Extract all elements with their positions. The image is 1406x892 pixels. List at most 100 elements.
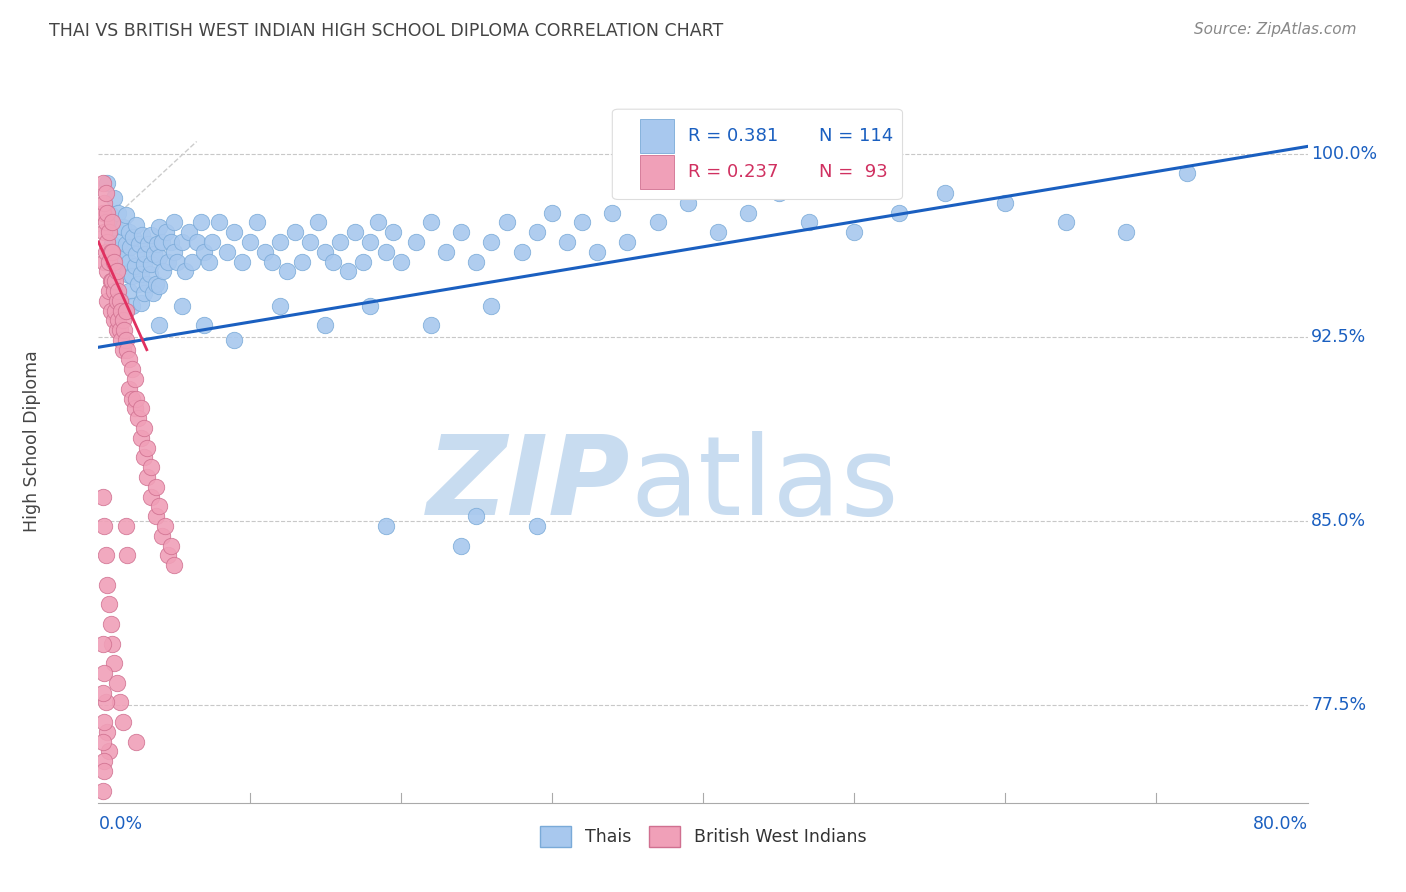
Point bbox=[101, 237, 124, 252]
Point bbox=[132, 257, 155, 271]
Point bbox=[94, 549, 117, 563]
Point bbox=[269, 235, 291, 249]
Point bbox=[91, 205, 114, 219]
Point bbox=[100, 303, 122, 318]
Point bbox=[91, 685, 114, 699]
Point bbox=[145, 277, 167, 291]
Point bbox=[647, 215, 669, 229]
Point bbox=[105, 264, 128, 278]
Point bbox=[148, 500, 170, 514]
Point bbox=[155, 225, 177, 239]
Point bbox=[108, 235, 131, 249]
Point bbox=[153, 519, 176, 533]
Point bbox=[156, 549, 179, 563]
Point bbox=[98, 284, 121, 298]
Point bbox=[115, 267, 138, 281]
Point bbox=[262, 254, 284, 268]
Point bbox=[105, 675, 128, 690]
Point bbox=[510, 244, 533, 259]
Point bbox=[224, 333, 246, 347]
Point bbox=[139, 267, 162, 281]
Point bbox=[329, 235, 352, 249]
Point bbox=[125, 247, 148, 261]
Point bbox=[91, 783, 114, 797]
Text: High School Diploma: High School Diploma bbox=[22, 351, 41, 533]
Point bbox=[141, 460, 163, 475]
Point bbox=[96, 264, 118, 278]
Point bbox=[121, 269, 143, 284]
Point bbox=[115, 343, 138, 357]
Point bbox=[526, 519, 548, 533]
Point bbox=[170, 299, 193, 313]
Point bbox=[107, 205, 129, 219]
Point bbox=[450, 539, 472, 553]
Point bbox=[434, 244, 457, 259]
Point bbox=[208, 215, 231, 229]
Point bbox=[93, 195, 115, 210]
Point bbox=[135, 470, 157, 484]
Point bbox=[586, 244, 609, 259]
Point bbox=[374, 244, 396, 259]
Point bbox=[276, 264, 298, 278]
Point bbox=[91, 637, 114, 651]
Point bbox=[94, 695, 117, 709]
Point bbox=[101, 274, 124, 288]
Point bbox=[118, 382, 141, 396]
Point bbox=[118, 352, 141, 367]
Point bbox=[676, 195, 699, 210]
Point bbox=[314, 244, 336, 259]
Text: 92.5%: 92.5% bbox=[1312, 328, 1367, 346]
Point bbox=[166, 254, 188, 268]
Legend: Thais, British West Indians: Thais, British West Indians bbox=[531, 817, 875, 855]
Point bbox=[481, 299, 503, 313]
Point bbox=[367, 215, 389, 229]
Point bbox=[107, 284, 129, 298]
Point bbox=[360, 235, 382, 249]
Point bbox=[108, 293, 131, 308]
Point bbox=[344, 225, 367, 239]
Text: atlas: atlas bbox=[630, 432, 898, 539]
Point bbox=[135, 277, 157, 291]
Point bbox=[253, 244, 276, 259]
Point bbox=[91, 176, 114, 190]
Point bbox=[105, 293, 128, 308]
Point bbox=[284, 225, 307, 239]
Point bbox=[352, 254, 374, 268]
Point bbox=[134, 247, 156, 261]
Point bbox=[707, 225, 730, 239]
Point bbox=[94, 244, 117, 259]
Point bbox=[114, 208, 136, 222]
Point bbox=[104, 303, 127, 318]
Point bbox=[197, 254, 219, 268]
Point bbox=[96, 578, 118, 592]
Point bbox=[131, 227, 153, 242]
Text: N =  93: N = 93 bbox=[820, 163, 887, 181]
Point bbox=[148, 279, 170, 293]
Point bbox=[118, 284, 141, 298]
Point bbox=[1054, 215, 1077, 229]
Text: Source: ZipAtlas.com: Source: ZipAtlas.com bbox=[1194, 22, 1357, 37]
Point bbox=[98, 225, 121, 239]
Point bbox=[156, 254, 179, 268]
Point bbox=[110, 303, 132, 318]
Point bbox=[994, 195, 1017, 210]
Point bbox=[111, 714, 134, 729]
Point bbox=[129, 401, 152, 416]
Text: ZIP: ZIP bbox=[427, 432, 630, 539]
Point bbox=[93, 665, 115, 680]
Text: 100.0%: 100.0% bbox=[1312, 145, 1378, 162]
Point bbox=[121, 362, 143, 376]
Point bbox=[239, 235, 262, 249]
Point bbox=[495, 215, 517, 229]
Point bbox=[125, 392, 148, 406]
Point bbox=[110, 264, 132, 278]
Point bbox=[389, 254, 412, 268]
Point bbox=[152, 264, 174, 278]
Point bbox=[124, 260, 146, 274]
Point bbox=[114, 237, 136, 252]
Point bbox=[114, 333, 136, 347]
Point bbox=[101, 215, 124, 229]
Point bbox=[797, 215, 820, 229]
Point bbox=[125, 734, 148, 748]
Point bbox=[246, 215, 269, 229]
